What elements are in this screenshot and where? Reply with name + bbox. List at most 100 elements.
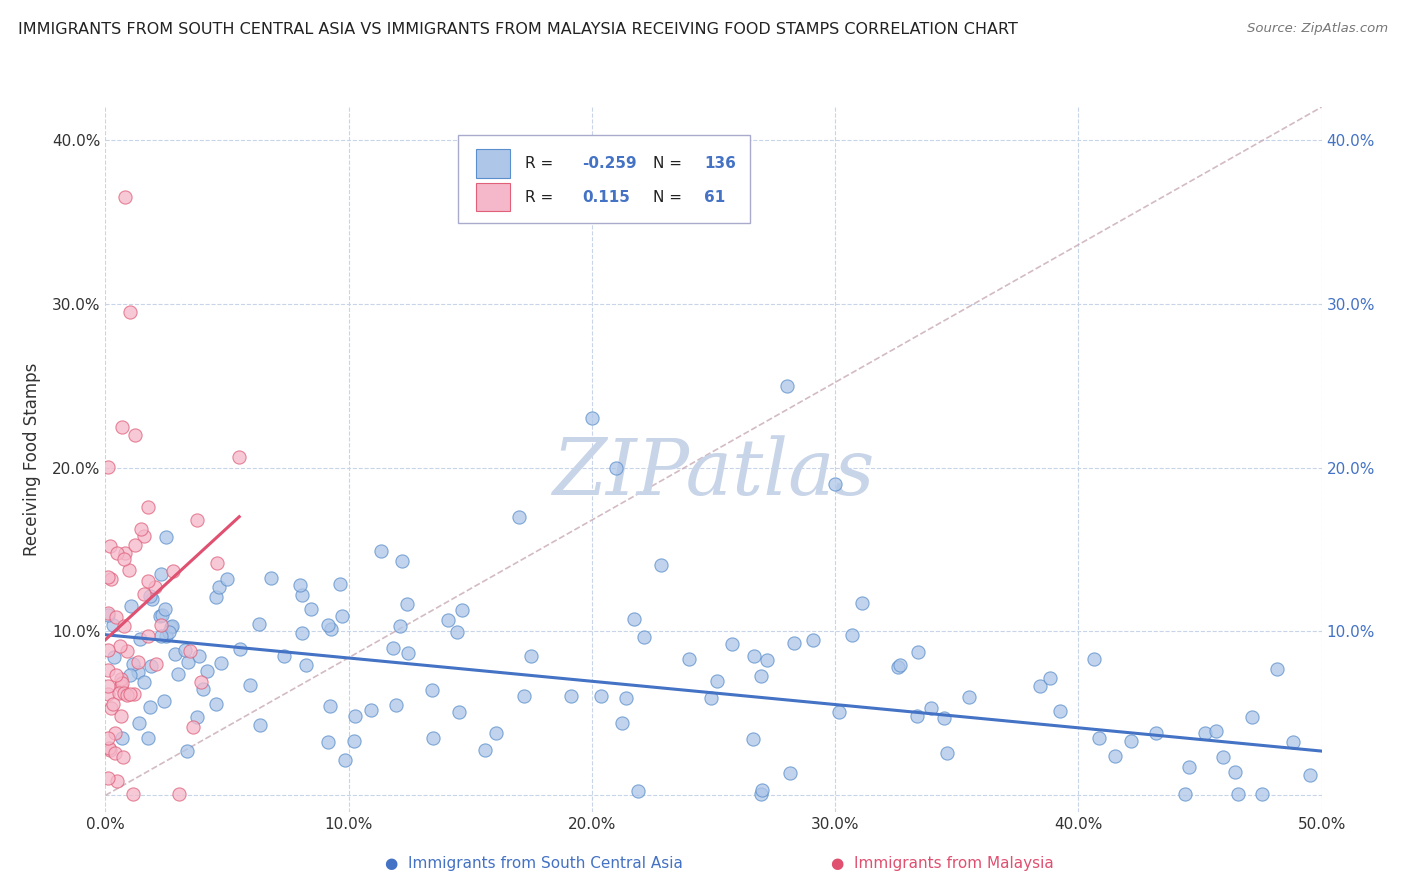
Point xyxy=(186,709,208,723)
Point xyxy=(104,747,127,761)
Point xyxy=(122,687,145,701)
Point xyxy=(396,646,419,660)
Point xyxy=(105,610,128,624)
Point xyxy=(889,658,911,673)
Text: ZIPatlas: ZIPatlas xyxy=(553,435,875,512)
Point xyxy=(742,731,765,746)
Point xyxy=(614,690,637,705)
Point xyxy=(513,690,536,704)
Point xyxy=(775,378,797,392)
Point xyxy=(1083,652,1105,666)
Point xyxy=(623,612,645,626)
Point xyxy=(1087,731,1109,745)
Point xyxy=(335,753,357,767)
Point xyxy=(291,625,314,640)
Point xyxy=(118,305,141,319)
Point xyxy=(136,500,159,515)
Point xyxy=(110,673,132,687)
Point xyxy=(319,698,342,713)
Point xyxy=(118,563,141,577)
Point xyxy=(181,720,204,734)
Point xyxy=(103,649,125,664)
Text: ●  Immigrants from Malaysia: ● Immigrants from Malaysia xyxy=(831,856,1053,871)
Point xyxy=(121,787,143,801)
Point xyxy=(162,564,184,578)
FancyBboxPatch shape xyxy=(458,136,749,223)
Point xyxy=(132,529,155,543)
Point xyxy=(291,588,314,602)
Point xyxy=(195,664,218,678)
Point xyxy=(101,698,124,712)
Point xyxy=(193,682,215,697)
Point xyxy=(249,717,271,731)
Text: R =: R = xyxy=(524,190,554,205)
Text: Source: ZipAtlas.com: Source: ZipAtlas.com xyxy=(1247,22,1388,36)
Text: IMMIGRANTS FROM SOUTH CENTRAL ASIA VS IMMIGRANTS FROM MALAYSIA RECEIVING FOOD ST: IMMIGRANTS FROM SOUTH CENTRAL ASIA VS IM… xyxy=(18,22,1018,37)
Point xyxy=(519,648,541,663)
Point xyxy=(98,539,121,553)
Point xyxy=(115,688,138,702)
Point xyxy=(160,618,183,632)
Point xyxy=(110,679,132,693)
Point xyxy=(124,427,146,442)
Text: 61: 61 xyxy=(704,190,725,205)
Point xyxy=(205,556,228,570)
Point xyxy=(167,787,190,801)
Point xyxy=(112,619,135,633)
Text: R =: R = xyxy=(524,156,554,171)
Point xyxy=(153,601,176,615)
Point xyxy=(100,701,122,715)
Point xyxy=(179,644,201,658)
Point xyxy=(391,554,413,568)
Point xyxy=(422,731,444,746)
Point xyxy=(450,603,472,617)
Point xyxy=(343,709,366,723)
Point xyxy=(209,656,232,670)
Point xyxy=(382,640,405,655)
Point xyxy=(260,571,283,585)
Point xyxy=(186,512,208,526)
Point xyxy=(1104,749,1126,764)
Point xyxy=(779,766,801,780)
Point xyxy=(1227,787,1250,801)
Point xyxy=(143,581,166,595)
Point xyxy=(1178,759,1201,773)
Point xyxy=(295,658,318,673)
Text: ●  Immigrants from South Central Asia: ● Immigrants from South Central Asia xyxy=(385,856,683,871)
Point xyxy=(112,552,135,566)
Bar xyxy=(477,183,510,211)
Point xyxy=(205,590,228,604)
Point xyxy=(120,599,142,613)
Point xyxy=(208,580,231,594)
Point xyxy=(330,608,353,623)
Point xyxy=(706,673,728,688)
Point xyxy=(247,616,270,631)
Point xyxy=(114,546,136,560)
Text: -0.259: -0.259 xyxy=(582,156,637,171)
Point xyxy=(98,741,121,756)
Point xyxy=(132,675,155,690)
Point xyxy=(165,647,187,661)
Point xyxy=(783,635,806,649)
Point xyxy=(749,669,772,683)
Point xyxy=(228,450,250,464)
Point xyxy=(155,629,177,643)
Point xyxy=(150,567,173,582)
Point xyxy=(111,419,134,434)
Point xyxy=(105,773,128,788)
Point xyxy=(160,620,183,634)
Point xyxy=(605,460,627,475)
Point xyxy=(508,509,530,524)
Point xyxy=(801,632,824,647)
Point xyxy=(112,686,135,700)
Point xyxy=(1049,704,1071,718)
Point xyxy=(446,625,468,640)
Text: 0.115: 0.115 xyxy=(582,190,630,205)
Point xyxy=(1174,787,1197,801)
Point xyxy=(138,731,160,746)
Point xyxy=(1298,768,1320,782)
Point xyxy=(103,617,125,632)
Point xyxy=(851,596,873,610)
Point xyxy=(139,589,162,603)
Point xyxy=(650,558,672,573)
